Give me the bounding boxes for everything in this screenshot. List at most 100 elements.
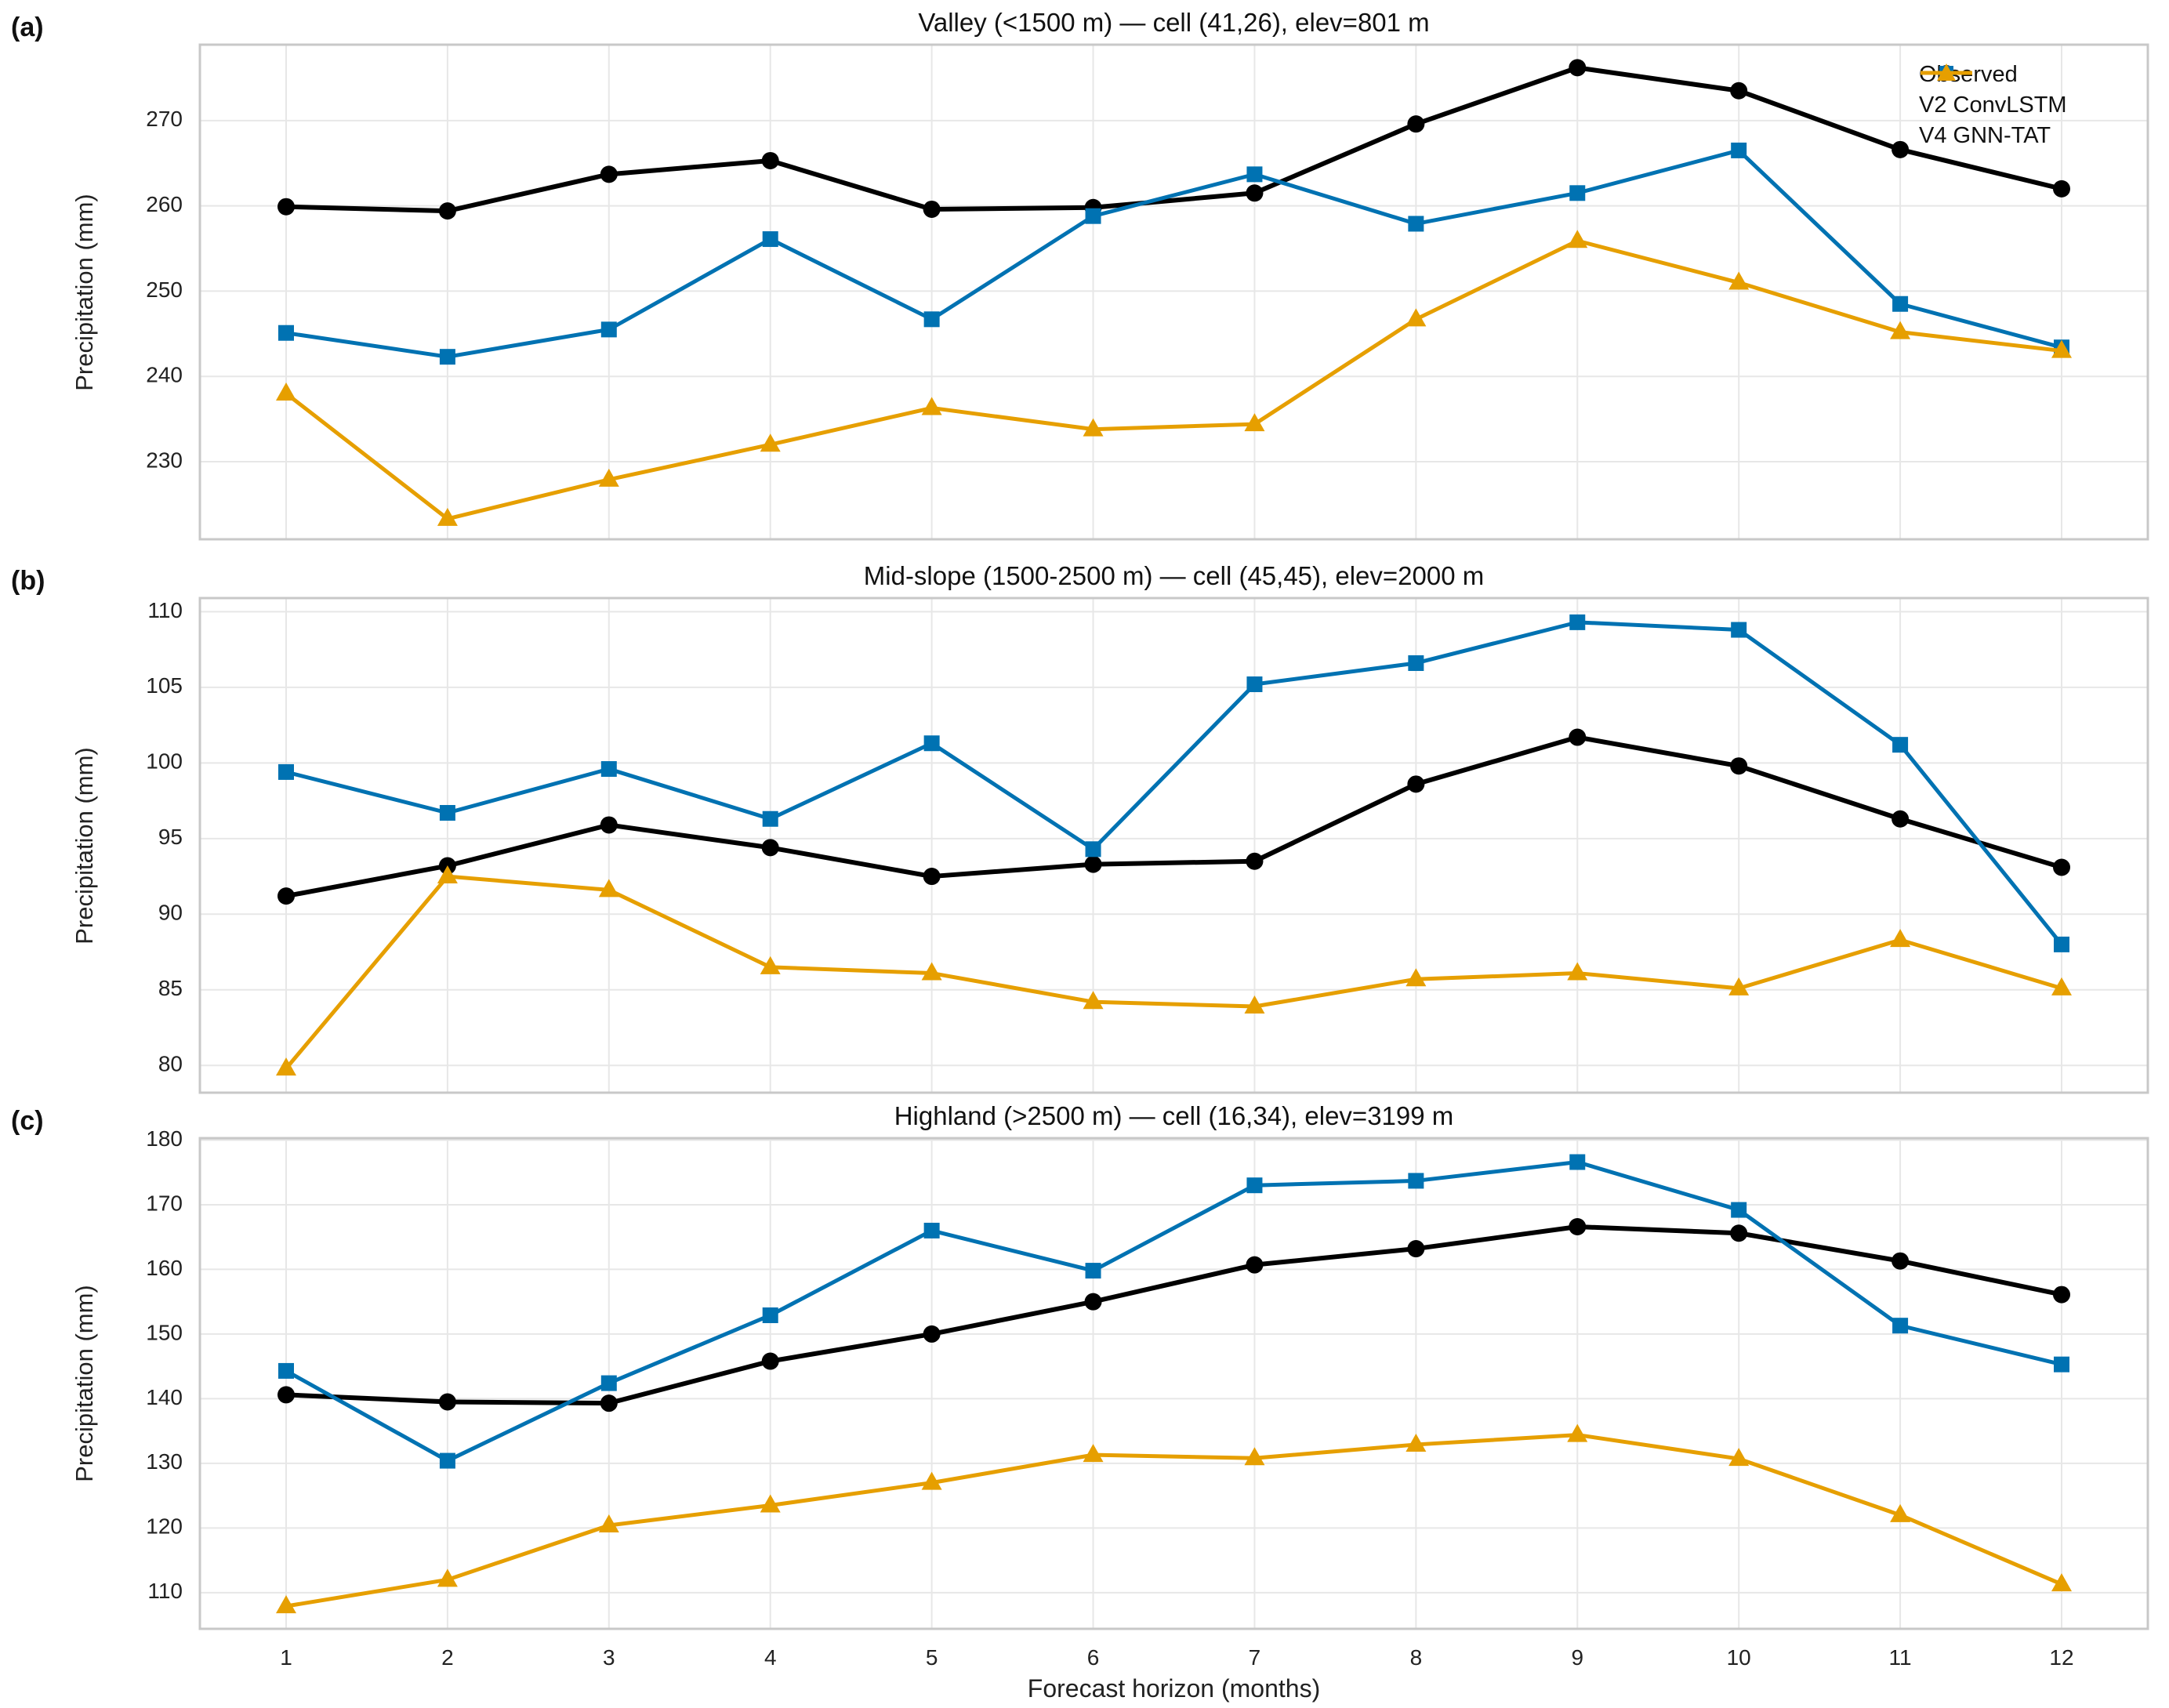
observed-marker <box>1246 184 1264 202</box>
v4-gnn-tat-marker <box>760 956 781 974</box>
v2-convlstm-marker <box>762 810 778 827</box>
v2-convlstm-marker <box>923 311 940 328</box>
observed-marker <box>600 816 618 834</box>
plot-area <box>200 598 2148 1093</box>
v4-gnn-tat-marker <box>1405 308 1427 327</box>
y-axis-label-a: Precipitation (mm) <box>71 194 98 391</box>
v4-gnn-tat-marker <box>1405 1433 1427 1452</box>
observed-marker <box>1246 852 1264 870</box>
v4-gnn-tat-marker <box>1244 413 1265 432</box>
observed-marker <box>1407 775 1425 793</box>
v2-convlstm-line <box>284 148 2064 359</box>
observed-line <box>284 65 2064 214</box>
x-tick-label: 11 <box>1889 1645 1912 1670</box>
v4-gnn-tat-marker <box>760 433 781 452</box>
observed-marker <box>277 887 295 905</box>
observed-marker <box>1246 1256 1264 1274</box>
v2-convlstm-marker <box>1569 185 1586 201</box>
observed-marker <box>438 1393 456 1411</box>
v2-convlstm-marker <box>1246 1177 1263 1194</box>
v2-convlstm-marker <box>923 735 940 752</box>
observed-marker <box>1730 757 1748 775</box>
observed-line <box>284 734 2064 899</box>
y-tick-label: 270 <box>146 107 183 131</box>
v4-gnn-tat-marker <box>1083 1444 1104 1463</box>
y-tick-label: 260 <box>146 192 183 216</box>
observed-marker <box>1407 115 1425 133</box>
v4-gnn-tat-marker <box>1890 929 1911 948</box>
y-tick-label: 170 <box>146 1191 183 1215</box>
v4-gnn-tat-line <box>284 238 2064 521</box>
y-tick-label: 150 <box>146 1320 183 1344</box>
v2-convlstm-marker <box>439 349 455 365</box>
y-tick-label: 140 <box>146 1385 183 1409</box>
observed-marker <box>923 1325 941 1343</box>
v2-convlstm-marker <box>1731 622 1747 638</box>
v4-gnn-tat-marker <box>921 962 942 981</box>
panel-label-b: (b) <box>11 566 45 596</box>
v2-convlstm-marker <box>1731 1202 1747 1218</box>
observed-marker <box>1084 855 1102 873</box>
y-axis-label-b: Precipitation (mm) <box>71 747 98 945</box>
x-tick-label: 6 <box>1087 1645 1100 1670</box>
panel-border <box>198 1137 2149 1630</box>
observed-marker <box>1569 1217 1587 1235</box>
v2-convlstm-marker <box>1569 1154 1586 1170</box>
v2-convlstm-marker <box>1085 841 1101 858</box>
v4-gnn-tat-marker <box>437 865 458 884</box>
observed-marker <box>761 1352 779 1370</box>
v4-gnn-tat-marker <box>276 382 296 401</box>
v4-gnn-tat-marker <box>1728 271 1750 290</box>
v2-convlstm-marker <box>600 321 617 338</box>
legend-item: V2 ConvLSTM <box>1919 66 2067 118</box>
v2-convlstm-marker <box>1246 676 1263 692</box>
v4-gnn-tat-marker <box>276 1057 296 1076</box>
y-tick-label: 160 <box>146 1256 183 1280</box>
v4-gnn-tat-marker <box>921 397 942 415</box>
v2-convlstm-marker <box>439 1452 455 1469</box>
v2-convlstm-marker <box>762 1307 778 1323</box>
v4-gnn-tat-marker <box>1244 1447 1265 1466</box>
panel-title-b: Mid-slope (1500-2500 m) — cell (45,45), … <box>863 561 1485 590</box>
observed-marker <box>1892 140 1910 158</box>
x-tick-label: 10 <box>1727 1645 1751 1670</box>
panel-border <box>198 43 2149 541</box>
v2-convlstm-marker <box>2054 936 2069 952</box>
v4-gnn-tat-marker <box>1728 977 1750 995</box>
x-tick-label: 9 <box>1571 1645 1583 1670</box>
v4-gnn-tat-line <box>284 874 2064 1071</box>
x-tick-label: 4 <box>764 1645 777 1670</box>
v2-convlstm-marker <box>1085 208 1101 224</box>
v4-gnn-tat-marker <box>2051 339 2072 358</box>
v2-convlstm-marker <box>278 1362 294 1379</box>
v2-convlstm-marker <box>1892 737 1909 753</box>
x-tick-label: 2 <box>441 1645 454 1670</box>
panel-title-a: Valley (<1500 m) — cell (41,26), elev=80… <box>918 8 1430 37</box>
observed-marker <box>600 1394 618 1412</box>
v4-gnn-tat-marker <box>760 1494 781 1513</box>
panel-title-c: Highland (>2500 m) — cell (16,34), elev=… <box>894 1101 1454 1130</box>
v4-gnn-tat-marker <box>598 1514 619 1533</box>
x-tick-label: 8 <box>1410 1645 1423 1670</box>
v4-gnn-tat-marker <box>1890 1503 1911 1522</box>
observed-marker <box>1730 82 1748 100</box>
observed-marker <box>2053 858 2070 876</box>
observed-marker <box>1569 728 1587 746</box>
v4-gnn-tat-marker <box>437 1568 458 1587</box>
v4-gnn-tat-marker <box>2051 977 2072 995</box>
v2-convlstm-marker <box>600 761 617 778</box>
y-tick-label: 100 <box>146 749 183 774</box>
y-axis-label-c: Precipitation (mm) <box>71 1285 98 1482</box>
v2-convlstm-marker <box>1408 1173 1424 1189</box>
observed-marker <box>1407 1240 1425 1258</box>
v2-convlstm-marker <box>1731 142 1747 158</box>
v2-convlstm-marker <box>1569 614 1586 630</box>
v2-convlstm-marker <box>278 325 294 341</box>
observed-line <box>284 1224 2064 1406</box>
y-tick-label: 120 <box>146 1514 183 1539</box>
v2-convlstm-marker <box>1408 655 1424 671</box>
